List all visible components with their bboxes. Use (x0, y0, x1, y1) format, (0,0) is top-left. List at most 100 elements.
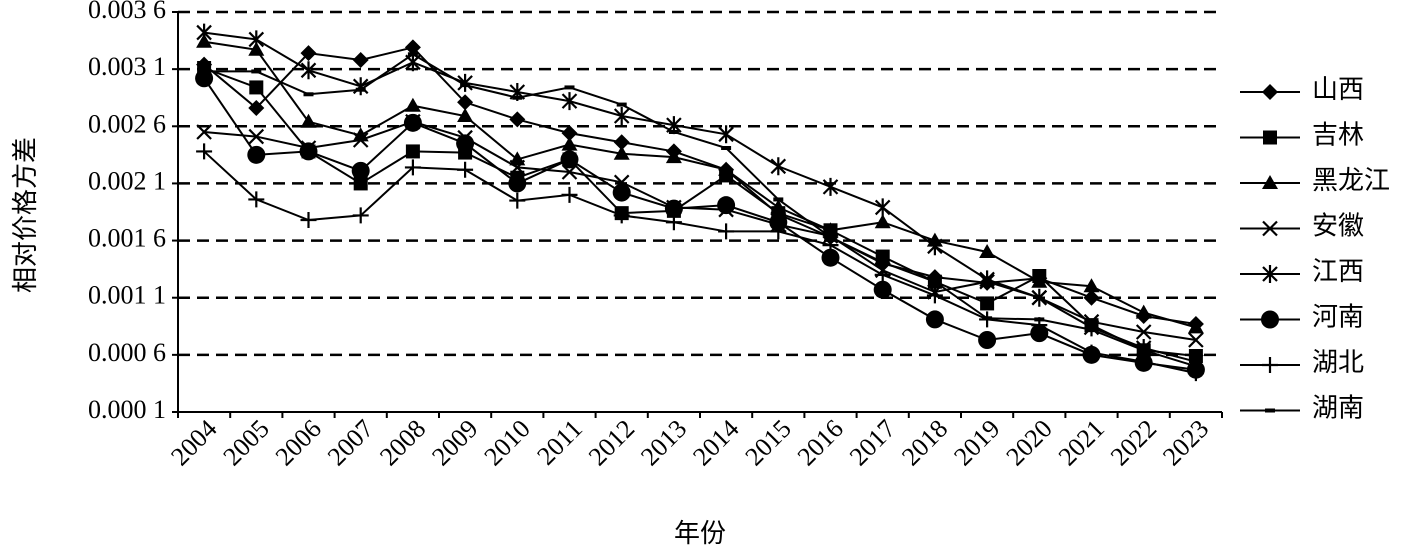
marker (665, 149, 682, 164)
marker (874, 266, 891, 283)
x-tick-label: 2019 (948, 414, 1005, 471)
marker (248, 41, 265, 56)
legend-label: 河南 (1312, 302, 1364, 331)
marker (822, 177, 839, 196)
y-tick-label: 0.001 1 (88, 281, 166, 310)
marker (352, 132, 369, 148)
marker (769, 213, 788, 232)
legend-label: 山西 (1312, 75, 1364, 104)
y-tick-label: 0.000 1 (88, 395, 166, 424)
marker (613, 145, 630, 160)
marker (299, 142, 318, 161)
y-tick-label: 0.001 6 (88, 224, 166, 253)
x-tick-label: 2023 (1157, 414, 1214, 471)
marker (978, 331, 997, 349)
marker (664, 199, 683, 218)
x-tick-label: 2017 (844, 414, 901, 471)
marker (770, 157, 787, 176)
marker (561, 125, 578, 142)
marker (403, 113, 422, 132)
x-tick-label: 2005 (217, 414, 274, 471)
marker (821, 248, 840, 267)
x-tick-label: 2013 (635, 414, 692, 471)
marker (1262, 175, 1278, 189)
marker (612, 183, 631, 202)
x-tick-label: 2008 (374, 414, 431, 471)
marker (560, 150, 579, 169)
marker (665, 214, 682, 231)
x-tick-label: 2006 (270, 414, 327, 471)
marker (196, 23, 212, 42)
marker (404, 97, 421, 112)
marker (561, 92, 578, 111)
marker (247, 145, 266, 164)
marker (979, 244, 996, 258)
marker (770, 223, 787, 240)
series-line (203, 31, 1197, 363)
marker (196, 143, 213, 160)
series-line (203, 40, 1197, 329)
marker (248, 128, 265, 145)
marker (457, 108, 474, 122)
marker (249, 80, 264, 95)
marker (925, 310, 944, 329)
marker (874, 214, 891, 229)
marker (980, 296, 995, 311)
marker (613, 107, 630, 125)
marker (822, 237, 839, 254)
marker (1135, 353, 1152, 370)
marker (561, 136, 578, 151)
marker (926, 287, 943, 304)
series-line (203, 150, 1197, 375)
series-line (203, 46, 1197, 325)
x-tick-label: 2009 (426, 414, 483, 471)
x-tick-label: 2018 (896, 414, 953, 471)
marker (404, 39, 421, 56)
marker (1262, 84, 1278, 100)
legend-label: 湖南 (1312, 393, 1364, 422)
marker (613, 134, 630, 151)
marker (509, 159, 526, 176)
marker (508, 174, 527, 193)
marker (770, 199, 787, 214)
marker (300, 61, 317, 80)
marker (874, 198, 891, 217)
marker (405, 144, 420, 159)
y-tick-label: 0.000 6 (88, 338, 166, 367)
x-axis-label: 年份 (674, 519, 726, 548)
marker (717, 196, 736, 215)
marker (1188, 332, 1204, 348)
marker (1031, 273, 1048, 288)
legend-label: 黑龙江 (1312, 166, 1390, 195)
marker (979, 270, 995, 289)
marker (457, 94, 474, 111)
marker (300, 113, 317, 128)
marker (1083, 344, 1100, 361)
x-tick-label: 2004 (165, 414, 222, 471)
marker (718, 223, 735, 240)
x-tick-label: 2022 (1105, 414, 1162, 471)
marker (195, 69, 214, 88)
x-tick-label: 2011 (531, 414, 588, 471)
marker (404, 159, 421, 176)
marker (1262, 220, 1278, 237)
marker (927, 237, 943, 256)
legend-label: 吉林 (1312, 120, 1364, 149)
marker (1083, 278, 1100, 293)
marker (1261, 310, 1279, 329)
x-tick-label: 2014 (687, 414, 744, 471)
x-tick-label: 2015 (739, 414, 796, 471)
marker (457, 161, 474, 178)
marker (196, 124, 212, 140)
marker (1135, 304, 1152, 319)
marker (1187, 319, 1204, 334)
marker (1031, 288, 1048, 307)
marker (509, 192, 526, 209)
y-tick-label: 0.002 6 (88, 109, 166, 138)
marker (248, 100, 265, 116)
y-tick-label: 0.003 1 (88, 52, 166, 81)
legend-label: 湖北 (1312, 348, 1364, 377)
marker (561, 164, 578, 180)
marker (248, 30, 265, 49)
marker (300, 45, 317, 62)
